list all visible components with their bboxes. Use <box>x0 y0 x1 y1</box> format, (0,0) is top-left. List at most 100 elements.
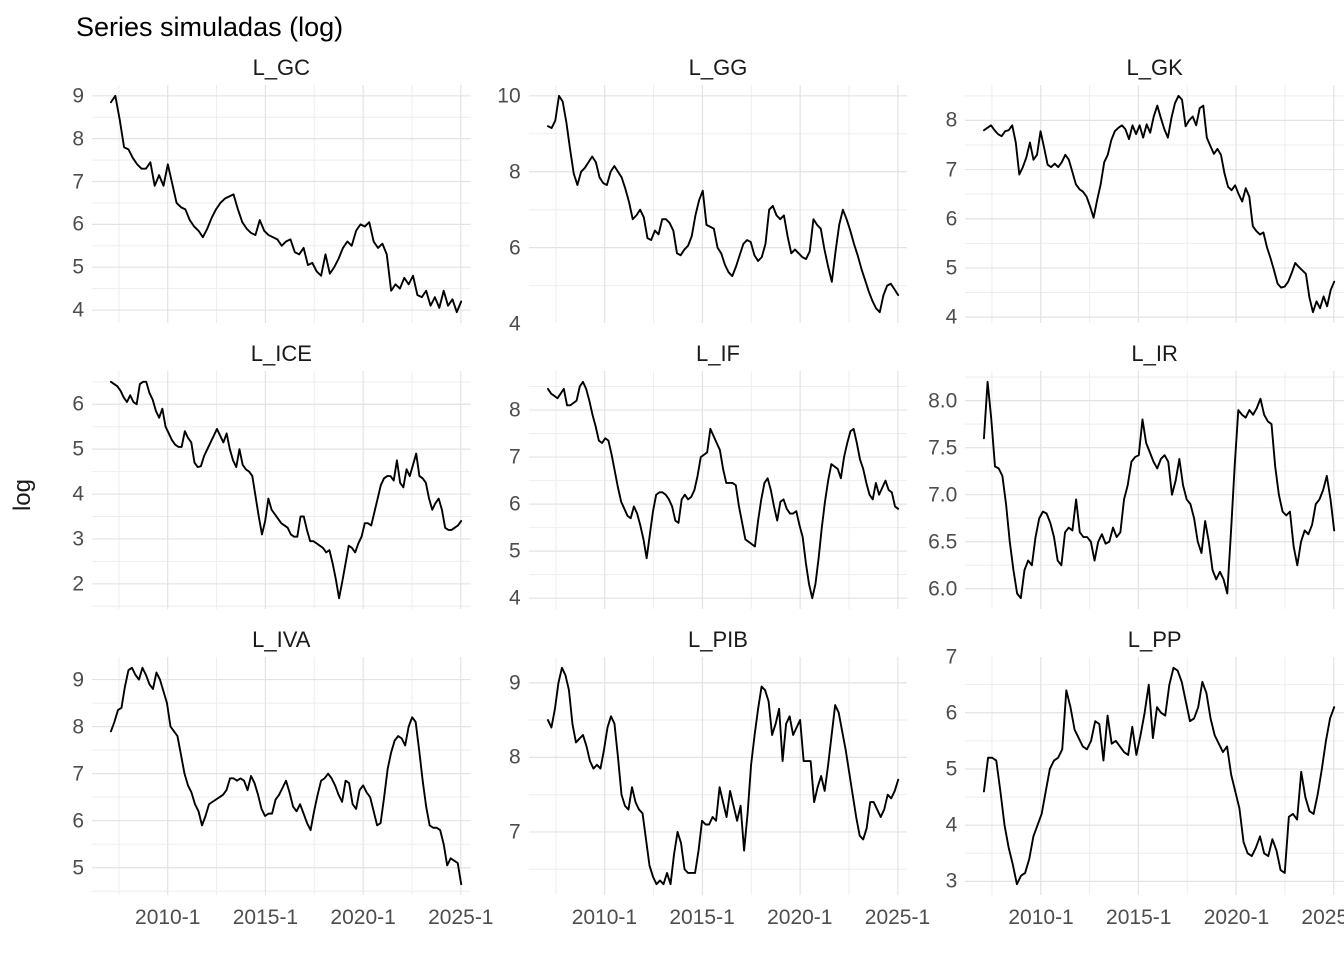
plot-area <box>92 657 471 895</box>
line-chart-svg <box>529 371 908 609</box>
line-chart-svg <box>92 371 471 609</box>
plot-area <box>529 371 908 609</box>
x-tick-label: 2015-1 <box>232 906 299 929</box>
y-tick-label: 7 <box>508 445 521 469</box>
x-tick-label: 2025-1 <box>428 906 494 929</box>
y-axis-title-text: log <box>9 478 36 512</box>
y-tick-label: 7.0 <box>928 483 958 507</box>
y-tick-label: 6 <box>945 701 958 725</box>
y-tick-label: 6 <box>72 809 84 833</box>
y-tick-label: 6 <box>72 212 84 236</box>
x-tick-label: 2015-1 <box>1106 906 1172 929</box>
y-tick-labels: 4 6 8 10 <box>483 84 529 334</box>
facet-panel-l-gg: L_GG 4 6 8 10 <box>483 51 908 334</box>
y-tick-label: 4 <box>945 813 958 837</box>
facet-title: L_IR <box>1131 341 1178 366</box>
y-tick-label: 10 <box>497 84 521 108</box>
plot-area <box>965 657 1344 895</box>
y-tick-label: 8.0 <box>928 389 958 413</box>
facet-panel-l-if: L_IF 4 5 6 7 8 <box>483 337 908 609</box>
facet-panel-l-ice: L_ICE 2 3 4 5 6 <box>46 337 471 609</box>
facet-panel-l-gc: L_GC 4 5 6 7 8 9 <box>46 51 471 323</box>
facet-chart: log L_GC 4 5 6 7 8 9 L_GG 4 6 8 10 L_GK 4 5 6 7 8 <box>0 51 1344 939</box>
x-tick-labels: 2010-1 2015-1 2020-1 2025-1 <box>965 895 1344 939</box>
x-tick-label: 2010-1 <box>1008 906 1074 929</box>
x-tick-label: 2010-1 <box>571 906 638 929</box>
y-tick-label: 4 <box>72 482 84 506</box>
y-tick-labels: 3 4 5 6 7 <box>919 646 965 895</box>
x-tick-label: 2020-1 <box>330 906 396 929</box>
plot-area <box>92 371 471 609</box>
y-tick-label: 6.0 <box>928 577 958 601</box>
facet-title: L_GG <box>688 55 748 80</box>
plot-area <box>529 657 908 895</box>
y-tick-label: 7 <box>945 645 958 669</box>
line-chart-svg <box>965 657 1344 895</box>
y-tick-labels: 7 8 9 <box>483 657 529 895</box>
y-tick-label: 8 <box>508 160 521 184</box>
page-title: Series simuladas (log) <box>76 12 344 42</box>
facet-title: L_PIB <box>688 627 748 652</box>
y-tick-labels: 5 6 7 8 9 <box>46 657 92 895</box>
y-tick-label: 7 <box>945 158 958 182</box>
y-tick-label: 8 <box>508 398 521 422</box>
y-tick-label: 7 <box>72 170 84 193</box>
x-tick-label: 2025-1 <box>1301 906 1344 929</box>
y-axis-title: log <box>0 51 46 939</box>
y-tick-labels: 4 5 6 7 8 9 <box>46 85 92 323</box>
y-tick-label: 4 <box>508 312 521 336</box>
y-tick-label: 6.5 <box>928 530 958 554</box>
y-tick-label: 5 <box>945 256 958 280</box>
plot-area <box>965 371 1344 609</box>
y-tick-label: 6 <box>508 236 521 260</box>
facet-title: L_GC <box>252 55 311 80</box>
y-tick-label: 5 <box>945 757 958 781</box>
y-tick-label: 6 <box>945 207 958 231</box>
facet-panel-l-ir: L_IR 6.0 6.5 7.0 7.5 8.0 <box>919 337 1344 609</box>
y-tick-label: 5 <box>72 255 84 279</box>
y-tick-labels: 2 3 4 5 6 <box>46 371 92 609</box>
y-tick-label: 8 <box>945 108 958 132</box>
facet-panel-l-iva: L_IVA 5 6 7 8 9 2010-1 2015-1 2020-1 2025-1 <box>46 623 493 939</box>
y-tick-label: 9 <box>72 84 84 108</box>
y-tick-label: 7 <box>72 762 84 786</box>
x-tick-labels: 2010-1 2015-1 2020-1 2025-1 <box>529 895 930 939</box>
y-tick-label: 3 <box>945 869 958 893</box>
y-tick-label: 5 <box>72 856 84 880</box>
y-tick-label: 8 <box>72 715 84 739</box>
x-tick-label: 2015-1 <box>669 906 735 929</box>
y-tick-label: 5 <box>508 539 521 563</box>
x-tick-label: 2025-1 <box>864 906 931 929</box>
line-chart-svg <box>92 657 471 895</box>
facet-title: L_IF <box>695 341 740 366</box>
x-tick-label: 2020-1 <box>767 906 833 929</box>
facet-panel-l-gk: L_GK 4 5 6 7 8 <box>919 51 1344 328</box>
line-chart-svg <box>529 657 908 895</box>
plot-area <box>965 85 1344 323</box>
y-tick-label: 3 <box>72 527 84 551</box>
figure-canvas: { "chart_data": { "type": "line", "title… <box>0 12 1344 972</box>
facet-panel-l-pp: L_PP 3 4 5 6 7 2010-1 2015-1 2020-1 2025-1 <box>919 623 1344 939</box>
line-chart-svg <box>529 85 908 323</box>
x-tick-label: 2020-1 <box>1203 906 1270 929</box>
line-chart-svg <box>965 371 1344 609</box>
facet-title: L_PP <box>1127 627 1182 652</box>
y-tick-label: 5 <box>72 437 84 461</box>
plot-area <box>529 85 908 323</box>
y-tick-label: 9 <box>508 671 521 695</box>
y-tick-label: 6 <box>508 492 521 516</box>
facet-title: L_GK <box>1126 55 1183 80</box>
facet-panel-l-pib: L_PIB 7 8 9 2010-1 2015-1 2020-1 2025-1 <box>483 623 930 939</box>
y-tick-label: 6 <box>72 392 84 416</box>
y-tick-label: 4 <box>945 305 958 329</box>
y-tick-label: 4 <box>508 586 521 610</box>
line-chart-svg <box>965 85 1344 323</box>
y-tick-label: 4 <box>72 298 84 322</box>
plot-area <box>92 85 471 323</box>
x-tick-labels: 2010-1 2015-1 2020-1 2025-1 <box>92 895 493 939</box>
line-chart-svg <box>92 85 471 323</box>
y-tick-label: 9 <box>72 668 84 692</box>
facet-title: L_ICE <box>250 341 312 366</box>
y-tick-label: 8 <box>72 127 84 151</box>
y-tick-label: 7 <box>508 820 521 844</box>
